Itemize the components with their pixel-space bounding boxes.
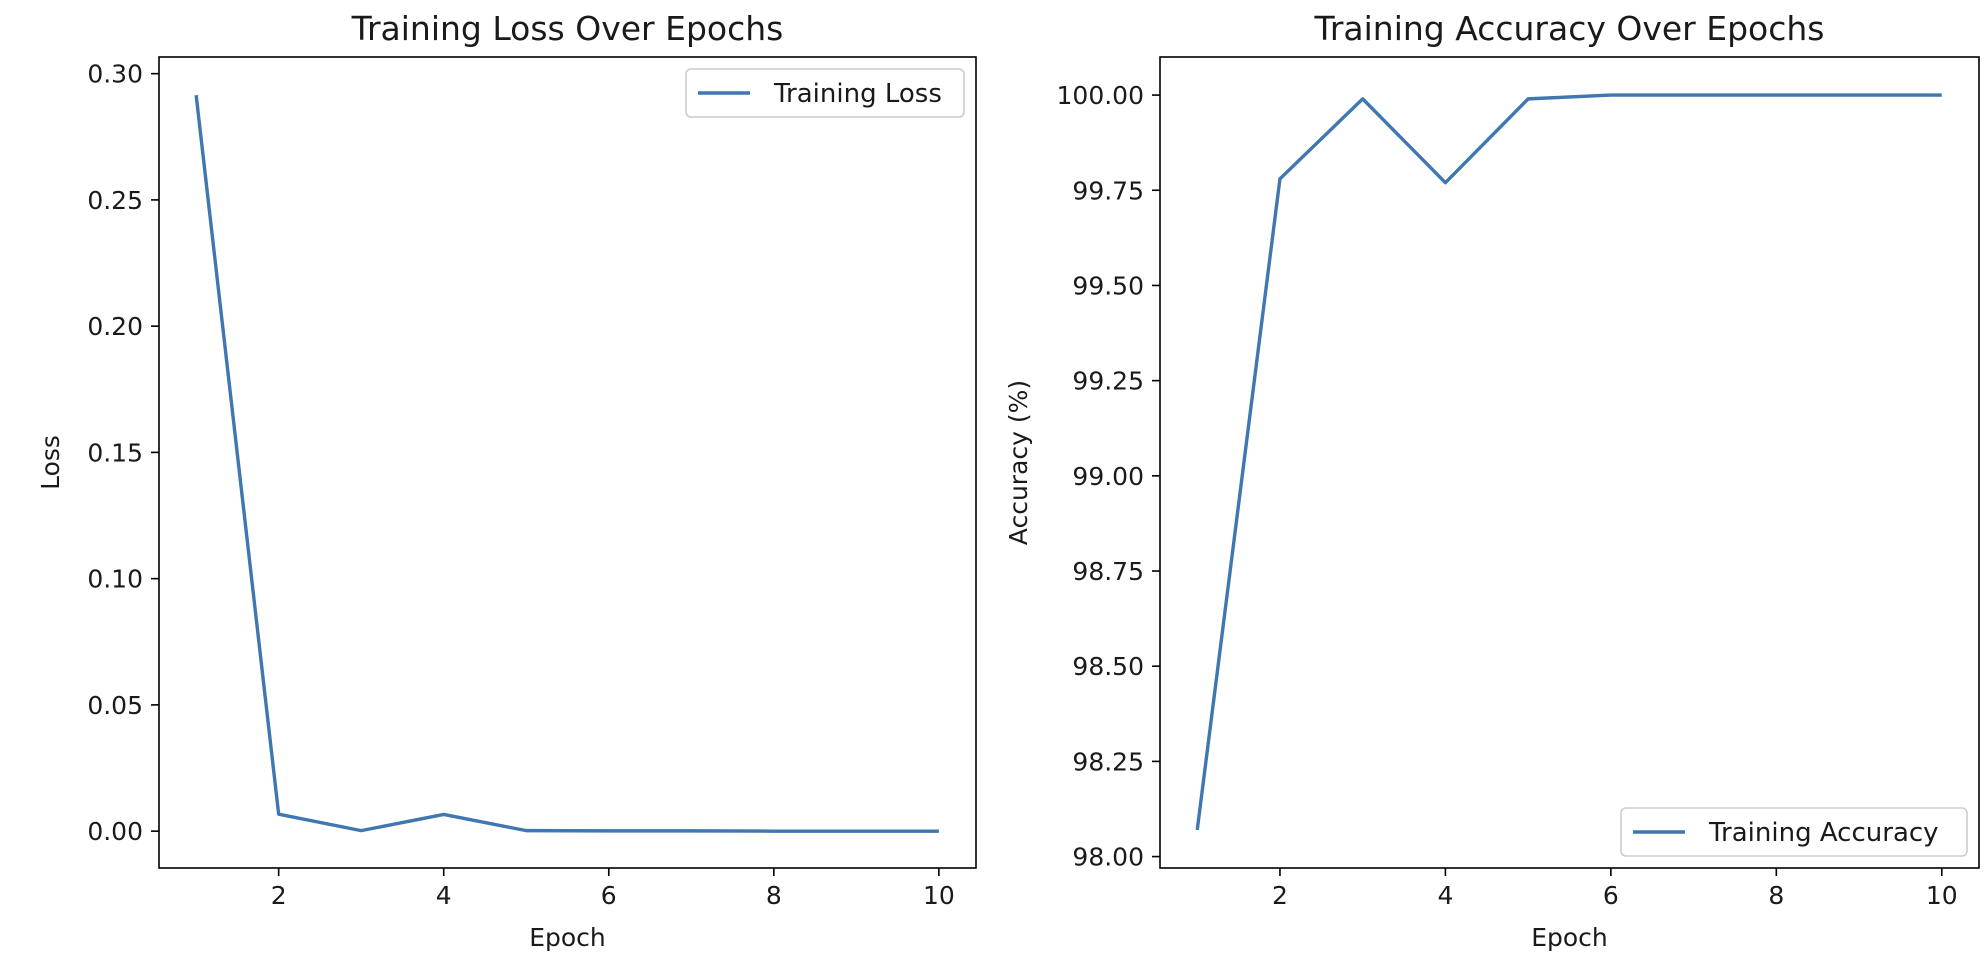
accuracy-y-tick-label: 98.00 [1072, 843, 1144, 872]
loss-y-tick-label: 0.05 [87, 691, 143, 720]
accuracy-y-tick-label: 98.50 [1072, 652, 1144, 681]
loss-y-tick-label: 0.20 [87, 312, 143, 341]
loss-y-axis-label: Loss [36, 435, 65, 490]
accuracy-chart-panel: Training Accuracy Over Epochs 2 4 6 8 10 98.00… [1004, 9, 1980, 952]
loss-x-tick-label: 6 [601, 881, 617, 910]
loss-y-tick-label: 0.10 [87, 565, 143, 594]
loss-y-tick-label: 0.15 [87, 438, 143, 467]
loss-chart-panel: Training Loss Over Epochs 2 4 6 8 10 0.00 0.05 0… [36, 9, 977, 952]
accuracy-x-tick-label: 10 [1926, 881, 1958, 910]
accuracy-x-axis-label: Epoch [1531, 923, 1608, 952]
loss-y-tick-label: 0.00 [87, 817, 143, 846]
loss-x-tick-label: 8 [766, 881, 782, 910]
loss-legend-label: Training Loss [773, 79, 942, 109]
loss-series-line [194, 94, 939, 833]
loss-x-axis-label: Epoch [529, 923, 606, 952]
accuracy-y-tick-label: 99.25 [1072, 367, 1144, 396]
accuracy-x-tick-label: 6 [1603, 881, 1619, 910]
accuracy-series-line [1195, 93, 1942, 831]
accuracy-y-axis-label: Accuracy (%) [1004, 380, 1033, 545]
loss-axes-frame [158, 56, 977, 869]
accuracy-y-tick-label: 98.25 [1072, 747, 1144, 776]
accuracy-chart-title: Training Accuracy Over Epochs [1314, 9, 1825, 48]
loss-x-tick-label: 10 [923, 881, 955, 910]
accuracy-axes-frame [1159, 56, 1980, 869]
accuracy-x-tick-label: 2 [1272, 881, 1288, 910]
accuracy-y-tick-label: 99.50 [1072, 271, 1144, 300]
accuracy-y-tick-label: 98.75 [1072, 557, 1144, 586]
accuracy-legend-label: Training Accuracy [1708, 818, 1939, 848]
accuracy-legend-box [1620, 807, 1968, 857]
accuracy-y-tick-label: 99.00 [1072, 462, 1144, 491]
loss-legend-box [685, 68, 965, 118]
accuracy-legend: Training Accuracy [1620, 807, 1968, 857]
loss-x-tick-label: 4 [436, 881, 452, 910]
accuracy-x-tick-label: 4 [1437, 881, 1453, 910]
loss-x-tick-label: 2 [271, 881, 287, 910]
loss-legend: Training Loss [685, 68, 965, 118]
loss-y-tick-label: 0.30 [87, 60, 143, 89]
accuracy-y-tick-label: 100.00 [1057, 81, 1144, 110]
loss-y-tick-label: 0.25 [87, 186, 143, 215]
accuracy-y-tick-label: 99.75 [1072, 176, 1144, 205]
loss-chart-title: Training Loss Over Epochs [351, 9, 784, 48]
accuracy-x-tick-label: 8 [1768, 881, 1784, 910]
